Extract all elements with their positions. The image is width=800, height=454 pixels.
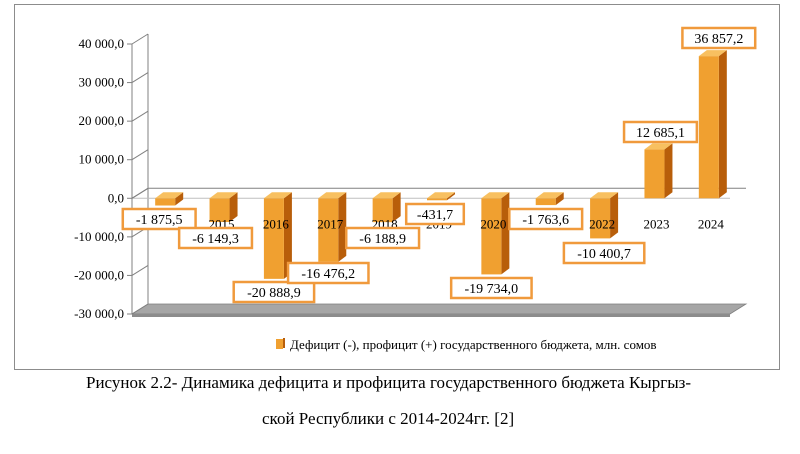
data-label: -6 149,3 [192, 232, 239, 247]
y-tick-label: 10 000,0 [79, 152, 125, 167]
data-label-box [232, 280, 316, 304]
data-label-box [121, 207, 197, 231]
bar-side-2019 [447, 192, 455, 201]
y-tick-depth [131, 187, 149, 199]
data-label-box [404, 202, 466, 226]
y-tick-depth [131, 72, 149, 83]
bar-top-2021 [535, 192, 564, 199]
bar-side-2023 [664, 143, 673, 199]
legend-label: Дефицит (-), профицит (+) государственно… [290, 337, 657, 352]
data-label: -431,7 [417, 208, 453, 223]
data-label: -10 400,7 [577, 247, 631, 262]
y-tick-label: 20 000,0 [79, 113, 125, 128]
bar-side-2015 [229, 192, 238, 223]
bar-side-2014 [175, 192, 184, 206]
chart-floor [130, 303, 748, 315]
y-tick-depth [131, 110, 149, 122]
y-tick-label: 40 000,0 [79, 36, 125, 51]
data-label: -1 875,5 [136, 213, 183, 228]
data-label-box [562, 241, 646, 265]
chart-floor-edge [132, 314, 730, 317]
bar-side-2020 [501, 192, 510, 275]
bar-2020 [481, 198, 502, 275]
bar-top-2015 [209, 192, 238, 199]
bar-side-2016 [283, 192, 292, 279]
bar-top-2024 [698, 50, 727, 57]
data-label-box [622, 120, 699, 144]
bar-side-2021 [555, 192, 564, 206]
bar-top-2023 [644, 143, 673, 150]
data-label: -19 734,0 [465, 282, 519, 297]
y-tick-depth [131, 149, 149, 161]
x-tick-label: 2017 [317, 216, 344, 231]
x-tick-label: 2016 [263, 216, 290, 231]
figure-caption-line-1: Рисунок 2.2- Динамика дефицита и профици… [86, 373, 691, 392]
data-label: 12 685,1 [636, 126, 685, 141]
bar-top-2016 [263, 192, 292, 199]
bar-2019 [427, 198, 447, 201]
bar-2015 [209, 198, 230, 223]
data-label: 36 857,2 [694, 32, 743, 47]
legend-swatch-side [283, 338, 285, 348]
data-label: -1 763,6 [522, 213, 569, 228]
bar-top-2018 [372, 192, 401, 199]
data-label-box [344, 226, 421, 250]
bar-top-2017 [318, 192, 347, 199]
x-tick-label: 2022 [589, 216, 615, 231]
y-tick-label: -30 000,0 [74, 306, 124, 321]
bar-2022 [590, 198, 611, 239]
y-tick-label: -20 000,0 [74, 267, 124, 282]
bar-top-2014 [155, 192, 184, 199]
data-label: -6 188,9 [359, 232, 406, 247]
bar-side-2024 [718, 50, 727, 199]
y-tick-label: 0,0 [108, 190, 124, 205]
data-label-box [286, 261, 370, 285]
bar-side-2018 [392, 192, 401, 223]
bar-top-2020 [481, 192, 510, 199]
y-tick-depth [131, 303, 149, 315]
data-label: -20 888,9 [247, 286, 301, 301]
bar-2014 [155, 198, 176, 206]
x-tick-label: 2024 [698, 216, 725, 231]
x-tick-label: 2023 [643, 216, 669, 231]
bar-2018 [372, 198, 393, 223]
data-label-box [449, 276, 533, 300]
legend-swatch [276, 339, 283, 349]
bar-2024 [698, 56, 719, 199]
y-tick-depth [131, 33, 149, 45]
bar-side-2022 [610, 192, 619, 239]
bar-top-2022 [590, 192, 619, 199]
y-tick-label: -10 000,0 [74, 229, 124, 244]
data-label-box [177, 226, 254, 250]
y-tick-label: 30 000,0 [79, 75, 125, 90]
bar-2021 [535, 198, 556, 206]
x-tick-label: 2020 [480, 216, 506, 231]
data-label: -16 476,2 [301, 267, 355, 282]
data-label-box [681, 26, 757, 50]
y-tick-depth [131, 265, 149, 276]
bar-top-2019 [427, 192, 455, 199]
bar-2023 [644, 149, 665, 199]
figure-caption-line-2: ской Республики с 2014-2024гг. [2] [262, 409, 515, 428]
data-label-box [508, 207, 584, 231]
bar-side-2017 [338, 192, 347, 262]
bar-2016 [263, 198, 284, 279]
bar-2017 [318, 198, 339, 262]
